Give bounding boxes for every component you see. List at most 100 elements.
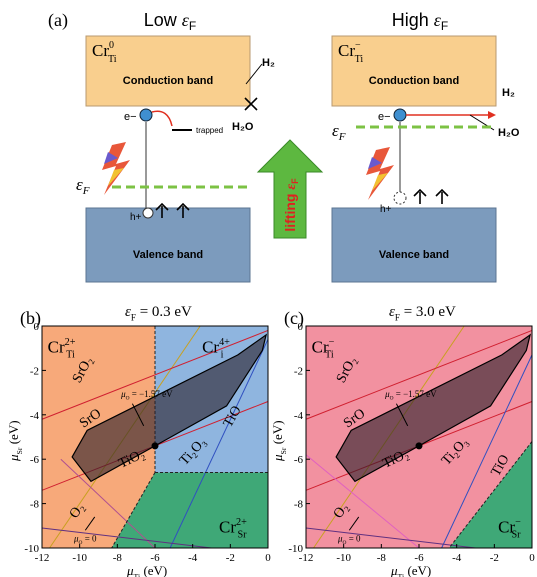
- label-sub: Ti: [398, 572, 405, 577]
- label: μSr (eV): [6, 420, 24, 462]
- title-sub: F: [441, 19, 448, 33]
- y-tick-label: -6: [30, 454, 40, 466]
- x-tick-label: -6: [150, 552, 160, 564]
- light-bolt: [366, 147, 394, 200]
- label-sub: O: [79, 540, 83, 546]
- region-boundary: [111, 472, 156, 549]
- title: Low εF: [144, 10, 196, 33]
- title-text: Low: [144, 10, 182, 30]
- conduction-band: [331, 35, 497, 107]
- phase-boundary: [305, 527, 476, 549]
- lifting-arrow: [256, 139, 324, 239]
- label-base: Cr: [48, 338, 65, 357]
- x-tick-label: -2: [226, 552, 235, 564]
- growth-point: [415, 442, 423, 450]
- x-tick-label: -2: [490, 552, 499, 564]
- y-tick-label: -6: [294, 454, 304, 466]
- band-label: Conduction band: [123, 75, 213, 87]
- electron: [139, 108, 153, 122]
- phase-boundary: [41, 329, 269, 420]
- label-sup: 2+: [65, 337, 76, 348]
- panel-label: (c): [284, 308, 304, 329]
- label: μO = 0: [337, 533, 361, 546]
- label-rest: (eV): [270, 420, 285, 447]
- y-tick-label: 0: [298, 321, 304, 333]
- label-sub: O: [390, 396, 394, 402]
- light-bolt: [372, 173, 388, 191]
- phase-label: O₂: [67, 500, 88, 521]
- label-rest: (eV): [140, 563, 167, 577]
- label-rest: = −1.57 eV: [394, 389, 438, 399]
- stability-region: [111, 472, 268, 548]
- defect-sup: −: [355, 40, 361, 51]
- label-symbol: μ: [270, 454, 285, 462]
- defect-label: Cr0 Ti: [92, 40, 117, 65]
- x-tick-label: -4: [188, 552, 198, 564]
- label-base: Cr: [219, 517, 236, 536]
- label-symbol: μ: [73, 533, 79, 543]
- fermi-symbol: ε: [332, 121, 339, 140]
- label-sub: Sr: [15, 447, 24, 454]
- growth-point: [151, 442, 159, 450]
- label: Cr− Sr: [498, 517, 521, 541]
- label-rest: (eV): [6, 420, 21, 447]
- label-symbol: μ: [6, 454, 21, 462]
- phase-boundary: [441, 354, 533, 549]
- trapped-label: trapped: [196, 126, 223, 135]
- label-rest: = −1.57 eV: [130, 389, 174, 399]
- spin-arrows: [413, 188, 449, 204]
- mu-arrow: [348, 516, 360, 531]
- phase-boundary: [169, 339, 269, 549]
- label-sub: Ti: [66, 350, 75, 361]
- defect-label: Cr− Ti: [338, 40, 363, 65]
- lifting-symbol: ε: [284, 184, 299, 190]
- label-rest: = 0: [82, 533, 97, 543]
- label-symbol: μ: [337, 533, 343, 543]
- label: Cr2+ Ti: [48, 337, 76, 361]
- title-sub: F: [189, 19, 196, 33]
- x-tick-label: 0: [529, 552, 535, 564]
- x-tick-label: -6: [414, 552, 424, 564]
- fermi-label: εF: [332, 121, 346, 143]
- defect-base: Cr: [338, 41, 355, 60]
- mu-arrow: [131, 403, 145, 427]
- label-rest: = 3.0 eV: [400, 304, 456, 320]
- label-sub: O: [343, 540, 347, 546]
- phase-boundary: [60, 458, 156, 549]
- fermi-sub: F: [82, 185, 90, 197]
- phase-panel: -12 -10 -8 -6 -4 -2 00-2-4-6-8-10(b) εF = 0.3 e…: [6, 304, 271, 577]
- label-sub: Ti: [134, 572, 141, 577]
- label: εF = 0.3 eV: [125, 304, 192, 323]
- y-tick-label: -10: [24, 543, 39, 555]
- fermi-symbol: ε: [76, 175, 83, 194]
- mu-arrow: [84, 516, 96, 531]
- y-tick-label: 0: [34, 321, 40, 333]
- band-label: Conduction band: [369, 75, 459, 87]
- label-rest: = 0.3 eV: [136, 304, 192, 320]
- band-label: Valence band: [133, 249, 203, 261]
- h2o-label: H₂O: [232, 121, 254, 133]
- x-tick-label: -10: [72, 552, 87, 564]
- phase-boundary: [305, 454, 420, 549]
- x-tick-label: 0: [265, 552, 271, 564]
- label-sub: Sr: [512, 530, 522, 541]
- region-boundary: [448, 441, 533, 549]
- title: High εF: [392, 10, 448, 33]
- label-symbol: ε: [389, 304, 395, 320]
- electron-label: e−: [378, 111, 391, 123]
- label: μO = 0: [73, 533, 97, 546]
- fermi-label: εF: [76, 175, 90, 197]
- label: μO = −1.57 eV: [120, 389, 173, 402]
- label-symbol: ε: [125, 304, 131, 320]
- electron: [393, 108, 407, 122]
- lifting-text: lifting: [282, 190, 298, 232]
- phase-label: O₂: [331, 500, 352, 521]
- title-symbol: ε: [182, 10, 190, 30]
- h2-arrow: [245, 63, 263, 85]
- y-tick-label: -2: [294, 365, 303, 377]
- y-tick-label: -10: [288, 543, 303, 555]
- label-symbol: μ: [120, 389, 126, 399]
- label: Cr2+ Sr: [219, 517, 247, 541]
- y-tick-label: -4: [294, 410, 304, 422]
- conduction-band: [85, 35, 251, 107]
